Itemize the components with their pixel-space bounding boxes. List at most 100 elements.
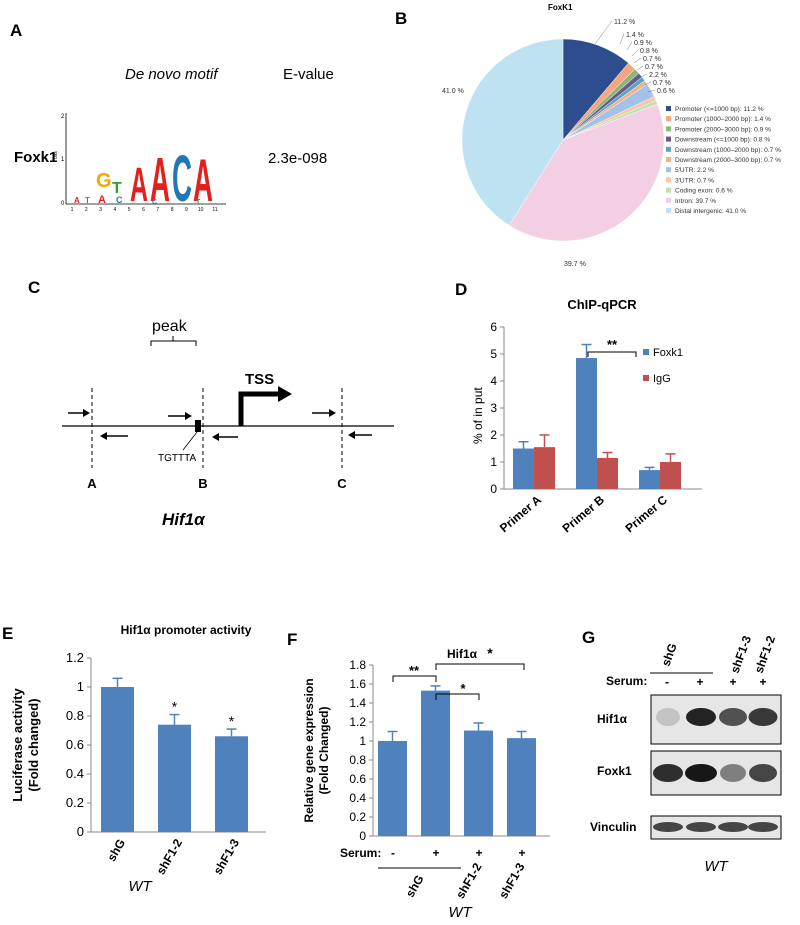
blot-band [686, 822, 716, 832]
logo-y-tick: 1 [61, 157, 65, 163]
pie-slice [562, 38, 629, 141]
serum-sign: - [665, 675, 669, 689]
luciferase-chart: Hif1α promoter activity Luciferase activi… [10, 623, 266, 877]
peak-label: peak [152, 318, 188, 335]
y-tick-label: 0.8 [349, 753, 366, 767]
significance-mark: ** [409, 663, 420, 678]
serum-sign: - [391, 846, 395, 860]
blot-band [719, 708, 747, 726]
y-tick-label: 1.6 [349, 677, 366, 691]
pie-title: FoxK1 [548, 3, 573, 12]
panel-e-letter: E [2, 624, 13, 643]
legend-swatch [666, 208, 671, 213]
y-tick-label: 2 [490, 428, 497, 442]
gene-name: Hif1α [162, 510, 206, 529]
tss-label: TSS [245, 371, 274, 388]
logo-x-tick: 1 [71, 207, 74, 213]
logo-x-tick: 5 [128, 207, 131, 213]
y-tick-label: 1.8 [349, 658, 366, 672]
logo-letter: T [196, 199, 201, 206]
y-tick-label: 1 [359, 734, 366, 748]
significance-mark: ** [607, 337, 618, 352]
logo-x-tick: 7 [156, 207, 159, 213]
chart-title: Hif1α promoter activity [121, 623, 252, 637]
logo-letter: A [150, 146, 170, 215]
pie-leader-line [644, 81, 652, 86]
logo-letter: A [193, 147, 213, 214]
bar [158, 724, 191, 832]
y-tick-label: 6 [490, 320, 497, 334]
primer-arrowhead [100, 432, 107, 440]
bar [597, 457, 618, 489]
serum-sign: + [518, 846, 525, 860]
bar [513, 448, 534, 489]
y-tick-label: 1.4 [349, 696, 366, 710]
panel-d: D ChIP-qPCR % of in put 0 1 2 3 4 5 6 Primer A Pri… [455, 280, 702, 535]
blot-band [686, 708, 716, 726]
legend-swatch [666, 177, 671, 183]
blot-band [653, 822, 683, 832]
y-tick-label: 1.2 [66, 650, 84, 665]
blot-label-foxk1: Foxk1 [597, 764, 632, 778]
y-tick-label: 0.4 [349, 791, 366, 805]
peak-bracket [150, 336, 197, 346]
logo-letter: A [74, 196, 80, 205]
significance-bracket [587, 351, 637, 357]
panel-c-letter: C [28, 278, 40, 297]
significance-mark: * [487, 645, 493, 661]
logo-letter: C [116, 195, 123, 205]
primer-region-c: C [337, 476, 347, 491]
motif-header: De novo motif [125, 66, 219, 83]
significance-mark: * [229, 713, 235, 729]
legend-swatch [666, 197, 671, 203]
y-tick-label: 0.6 [349, 772, 366, 786]
blot-label-hif1a: Hif1α [597, 712, 628, 726]
blot-band [748, 822, 778, 832]
logo-letter: C [172, 141, 192, 215]
bar [101, 687, 134, 832]
y-tick-label: 0 [359, 829, 366, 843]
panel-b: B FoxK1 11.2 %1.4 %0.9 %0.8 %0.7 %0.7 %2… [395, 3, 781, 268]
pie-leader-line [631, 49, 639, 57]
logo-x-tick: 9 [185, 207, 188, 213]
primer-arrows [68, 409, 372, 441]
panel-f-letter: F [287, 630, 297, 649]
y-tick-label: 0 [77, 824, 84, 839]
legend-entry: Promoter (2000–3000 bp): 0.9 % [675, 126, 771, 133]
y-axis-label: Relative gene expression [302, 678, 316, 822]
primer-arrowhead [329, 409, 336, 417]
primer-arrowhead [212, 433, 219, 441]
blot-band [653, 764, 683, 782]
pie-slice-label: 0.7 % [645, 64, 663, 71]
y-axis-label: (Fold changed) [26, 698, 41, 791]
x-category-label: Primer B [560, 492, 608, 535]
logo-letter: T [85, 196, 90, 205]
significance-bracket [435, 663, 525, 670]
legend-entry: Promoter (<=1000 bp): 11.2 % [675, 106, 764, 113]
pie-slice-label: 11.2 % [614, 19, 635, 26]
site-pointer [182, 431, 198, 451]
pie-slice [508, 103, 665, 242]
site-label: TGTTTA [158, 453, 196, 464]
pie-leader-line [594, 20, 613, 45]
pie-slice [461, 38, 564, 226]
y-tick-label: 1.2 [349, 715, 366, 729]
legend-entry: 5'UTR: 2.2 % [675, 167, 714, 174]
bar [639, 470, 660, 489]
legend-swatch [666, 167, 671, 173]
logo-x-tick: 3 [99, 207, 102, 213]
pie-chart [461, 38, 665, 242]
serum-sign: + [475, 846, 482, 860]
x-category-label: Primer A [497, 492, 544, 535]
legend-entry: Distal intergenic: 41.0 % [675, 208, 746, 215]
legend-entry: Downstream (1000–2000 bp): 0.7 % [675, 147, 781, 154]
legend-swatch [666, 106, 671, 111]
evalue-value: 2.3e-098 [268, 150, 327, 167]
group-label: shF1-2 [453, 860, 485, 901]
blot-band [749, 764, 777, 782]
primer-arrowhead [185, 412, 192, 420]
serum-sign: + [759, 675, 766, 689]
pie-leader-line [619, 33, 625, 45]
y-axis-label: (Fold Changed) [317, 707, 331, 795]
y-tick-label: 0 [490, 482, 497, 496]
